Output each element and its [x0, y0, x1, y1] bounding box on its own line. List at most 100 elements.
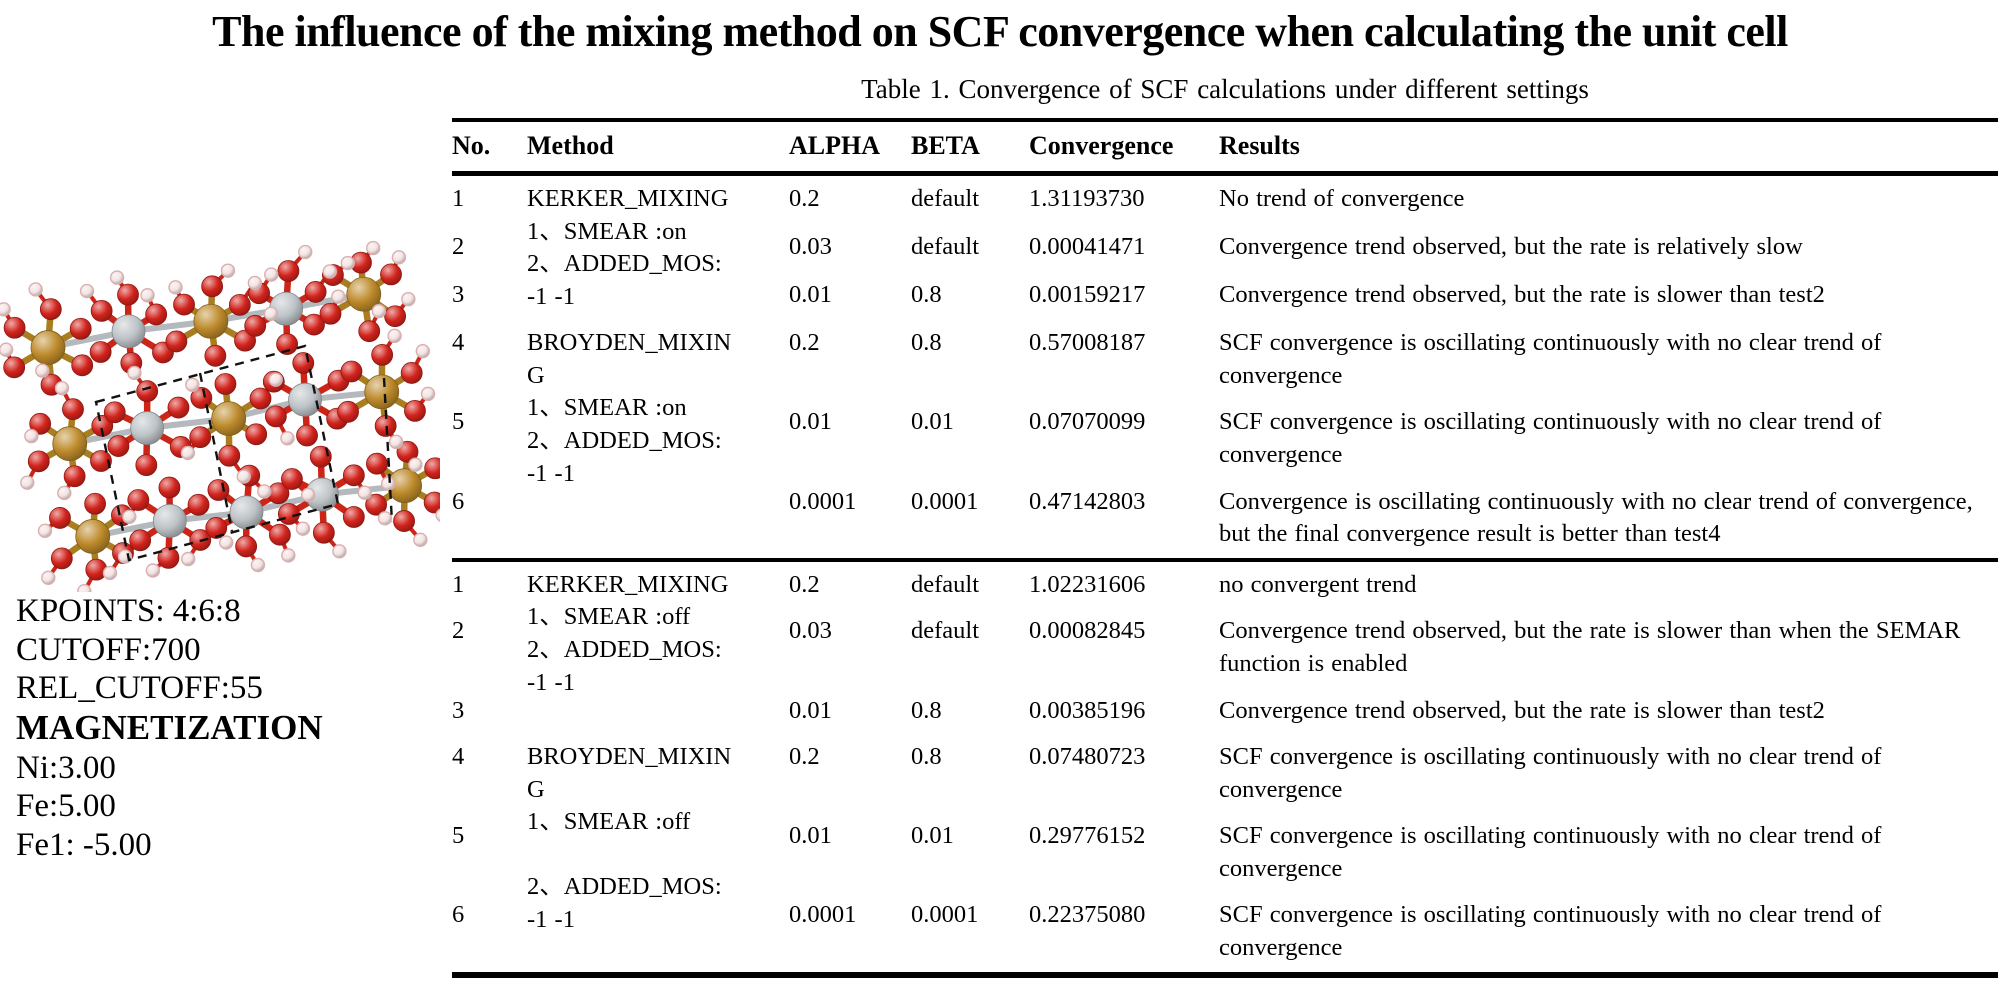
scf-convergence-table: No. Method ALPHA BETA Convergence Results 1 KE… — [452, 118, 1998, 978]
table-row: 5 0.01 0.01 0.29776152 SCF convergence is os… — [452, 813, 1998, 892]
cell-convergence: 0.29776152 — [1029, 822, 1146, 850]
page-title: The influence of the mixing method on SC… — [212, 7, 1788, 56]
cell-method: BROYDEN_MIXING 1、SMEAR :off 2、ADDED_MOS:… — [527, 734, 789, 974]
table-caption: Table 1. Convergence of SCF calculations… — [861, 74, 1589, 104]
cell-results: No trend of convergence — [1219, 185, 1465, 212]
table-row: 4 BROYDEN_MIXING 1、SMEAR :on 2、ADDED_MOS:… — [452, 320, 1998, 486]
cell-beta: 0.01 — [911, 822, 954, 850]
cell-beta: default — [911, 233, 980, 261]
cell-no: 3 — [452, 696, 465, 724]
cell-alpha: 0.01 — [789, 696, 832, 724]
cell-beta: 0.0001 — [911, 901, 979, 929]
calculation-parameters: KPOINTS: 4:6:8 CUTOFF:700 REL_CUTOFF:55 MAG… — [16, 592, 323, 865]
cell-beta: 0.8 — [911, 329, 942, 357]
method-text: BROYDEN_MIXING 1、SMEAR :off 2、ADDED_MOS:… — [527, 743, 732, 933]
cell-beta: default — [911, 185, 980, 212]
cell-alpha: 0.2 — [789, 743, 820, 771]
cell-beta: 0.0001 — [911, 487, 979, 515]
method-text: KERKER_MIXING 1、SMEAR :off 2、ADDED_MOS: … — [527, 570, 729, 696]
cell-results: no convergent trend — [1219, 570, 1417, 598]
table-row: 3 0.01 0.8 0.00159217 Convergence trend obse… — [452, 272, 1998, 320]
cell-method: KERKER_MIXING 1、SMEAR :on 2、ADDED_MOS: -… — [527, 174, 789, 321]
cell-convergence: 0.07480723 — [1029, 743, 1146, 771]
cell-alpha: 0.01 — [789, 408, 832, 436]
table-row: 2 0.03 default 0.00082845 Convergence trend … — [452, 608, 1998, 687]
table-row: 1 KERKER_MIXING 1、SMEAR :off 2、ADDED_MOS:… — [452, 560, 1998, 696]
cell-convergence: 0.07070099 — [1029, 408, 1146, 436]
method-text: KERKER_MIXING 1、SMEAR :on 2、ADDED_MOS: -… — [527, 185, 729, 310]
cell-results: Convergence trend observed, but the rate… — [1219, 617, 1961, 677]
table-row: 1 KERKER_MIXING 1、SMEAR :on 2、ADDED_MOS: … — [452, 174, 1998, 310]
cell-method: BROYDEN_MIXING 1、SMEAR :on 2、ADDED_MOS: … — [527, 320, 789, 559]
column-header: Convergence — [1029, 131, 1174, 160]
cell-beta: 0.8 — [911, 281, 942, 309]
cell-convergence: 0.00082845 — [1029, 617, 1146, 645]
cell-alpha: 0.2 — [789, 185, 820, 212]
cell-convergence: 0.00041471 — [1029, 233, 1146, 261]
table-row: 3 0.01 0.8 0.00385196 Convergence trend obse… — [452, 688, 1998, 735]
cell-alpha: 0.0001 — [789, 901, 857, 929]
cell-beta: 0.8 — [911, 696, 942, 724]
cell-alpha: 0.0001 — [789, 487, 857, 515]
table-area: Table 1. Convergence of SCF calculations… — [452, 74, 1998, 978]
table-section-smear-off: 1 KERKER_MIXING 1、SMEAR :off 2、ADDED_MOS:… — [452, 559, 1998, 975]
table-row: 5 0.01 0.01 0.07070099 SCF convergence is os… — [452, 399, 1998, 478]
column-header: BETA — [911, 131, 980, 160]
cell-beta: default — [911, 617, 980, 645]
parameter-line: KPOINTS: 4:6:8 — [16, 593, 241, 629]
parameter-line: MAGNETIZATION — [16, 707, 323, 747]
cell-no: 5 — [452, 822, 465, 850]
cell-no: 6 — [452, 487, 465, 515]
column-header: No. — [452, 131, 491, 160]
table-section-smear-on: 1 KERKER_MIXING 1、SMEAR :on 2、ADDED_MOS: … — [452, 174, 1998, 560]
cell-results: Convergence trend observed, but the rate… — [1219, 281, 1825, 309]
cell-alpha: 0.01 — [789, 822, 832, 850]
cell-beta: 0.01 — [911, 408, 954, 436]
parameter-line: Ni:3.00 — [16, 749, 116, 786]
cell-no: 4 — [452, 743, 465, 771]
cell-results: SCF convergence is oscillating continuou… — [1219, 822, 1882, 882]
cell-alpha: 0.03 — [789, 233, 832, 261]
parameter-line: REL_CUTOFF:55 — [16, 670, 263, 707]
cell-convergence: 0.57008187 — [1029, 329, 1146, 357]
cell-alpha: 0.01 — [789, 281, 832, 309]
crystal-structure-image — [0, 240, 440, 592]
table-header: No. Method ALPHA BETA Convergence Results — [452, 120, 1998, 174]
parameter-line: Fe:5.00 — [16, 788, 116, 825]
table-row: 6 0.0001 0.0001 0.22375080 SCF convergence i… — [452, 892, 1998, 974]
cell-alpha: 0.2 — [789, 570, 820, 598]
cell-results: Convergence trend observed, but the rate… — [1219, 696, 1825, 724]
cell-alpha: 0.03 — [789, 617, 832, 645]
cell-beta: default — [911, 570, 980, 598]
table-row: 6 0.0001 0.0001 0.47142803 Convergence is os… — [452, 479, 1998, 560]
cell-results: Convergence trend observed, but the rate… — [1219, 233, 1803, 261]
cell-convergence: 0.22375080 — [1029, 901, 1146, 929]
cell-alpha: 0.2 — [789, 329, 820, 357]
cell-no: 2 — [452, 617, 465, 645]
cell-no: 1 — [452, 185, 465, 212]
method-text: BROYDEN_MIXING 1、SMEAR :on 2、ADDED_MOS: … — [527, 329, 732, 487]
cell-results: SCF convergence is oscillating continuou… — [1219, 329, 1882, 389]
cell-convergence: 1.02231606 — [1029, 570, 1146, 598]
column-header: Results — [1219, 131, 1300, 160]
cell-convergence: 0.00159217 — [1029, 281, 1146, 309]
cell-no: 4 — [452, 329, 465, 357]
cell-beta: 0.8 — [911, 743, 942, 771]
cell-no: 6 — [452, 901, 465, 929]
table-row: 4 BROYDEN_MIXING 1、SMEAR :off 2、ADDED_MOS… — [452, 734, 1998, 933]
parameter-line: Fe1: -5.00 — [16, 826, 152, 863]
cell-results: Convergence is oscillating continuously … — [1219, 487, 1973, 548]
cell-convergence: 0.47142803 — [1029, 487, 1146, 515]
table-row: 2 0.03 default 0.00041471 Convergence trend … — [452, 224, 1998, 272]
column-header: ALPHA — [789, 131, 880, 160]
cell-results: SCF convergence is oscillating continuou… — [1219, 743, 1882, 803]
cell-results: SCF convergence is oscillating continuou… — [1219, 901, 1882, 961]
cell-no: 3 — [452, 281, 465, 309]
table-header-row: No. Method ALPHA BETA Convergence Results — [452, 120, 1998, 174]
cell-results: SCF convergence is oscillating continuou… — [1219, 408, 1882, 469]
cell-no: 1 — [452, 570, 465, 598]
cell-no: 5 — [452, 408, 465, 436]
column-header: Method — [527, 131, 614, 160]
parameter-line: CUTOFF:700 — [16, 631, 201, 668]
cell-convergence: 0.00385196 — [1029, 696, 1146, 724]
